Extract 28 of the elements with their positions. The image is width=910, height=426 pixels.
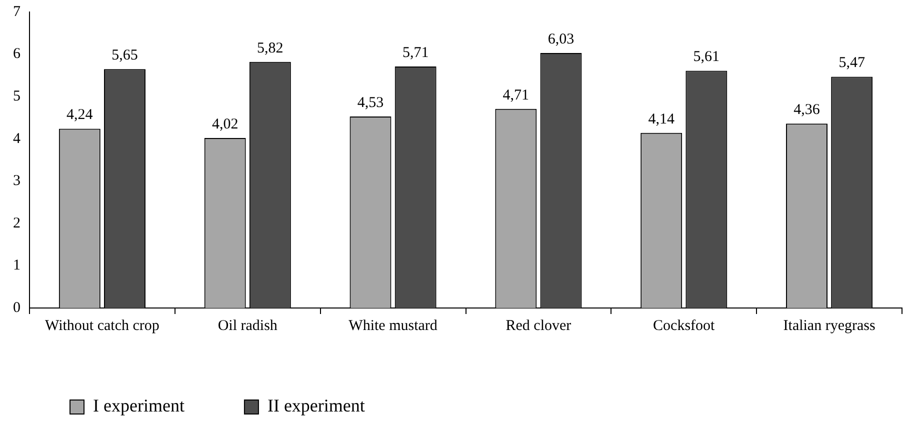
x-tick-label: Cocksfoot: [653, 318, 716, 334]
data-label: 5,82: [257, 40, 284, 56]
data-label: 4,14: [648, 111, 675, 128]
data-label: 4,02: [212, 116, 238, 132]
x-tick-label: Without catch crop: [45, 318, 160, 334]
y-tick-label: 6: [13, 46, 21, 62]
y-tick-label: 0: [13, 300, 20, 316]
data-label: 5,47: [838, 55, 866, 72]
data-label: 6,03: [548, 31, 574, 48]
y-tick-label: 2: [13, 215, 20, 232]
y-tick-label: 1: [13, 258, 20, 274]
legend-label: I experiment: [93, 396, 184, 416]
data-label: 5,65: [112, 48, 138, 64]
legend-label: II experiment: [267, 396, 365, 416]
data-label: 4,24: [66, 107, 94, 124]
x-tick-label: Red clover: [506, 318, 572, 334]
x-tick-label: Italian ryegrass: [783, 318, 876, 334]
data-label: 4,36: [794, 102, 820, 118]
data-label: 4,53: [357, 94, 384, 111]
y-tick-label: 5: [13, 88, 20, 105]
data-label: 5,61: [693, 49, 720, 66]
y-tick-label: 7: [13, 4, 21, 20]
x-tick-label: Oil radish: [218, 318, 278, 334]
y-tick-label: 4: [13, 130, 21, 147]
x-tick-label: White mustard: [348, 318, 438, 334]
y-tick-label: 3: [13, 173, 20, 190]
data-label: 5,71: [402, 44, 429, 61]
data-label: 4,71: [502, 87, 530, 104]
